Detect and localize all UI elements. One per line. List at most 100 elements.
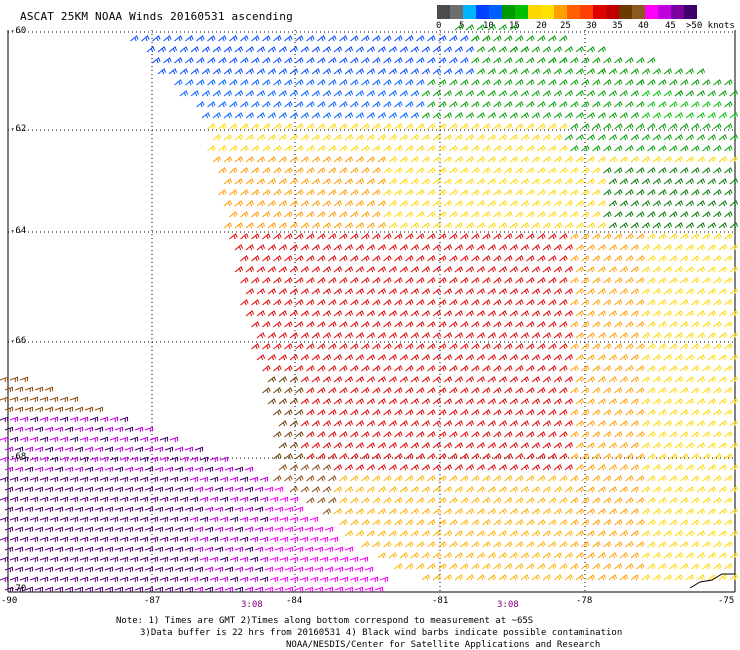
wind-barb [537,57,546,64]
wind-barb [189,516,199,523]
wind-barb [614,101,623,108]
wind-barb [548,233,557,240]
wind-barb [366,178,376,185]
wind-barb [427,343,436,350]
wind-barb [724,431,733,438]
wind-barb [144,426,154,433]
wind-barb [174,526,184,533]
wind-barb [383,167,392,174]
wind-barb [372,299,381,306]
wind-barb [586,354,596,361]
wind-barb [350,365,359,372]
wind-barb [278,178,288,185]
wind-barb [592,255,601,262]
wind-barb [69,496,79,503]
wind-barb [284,35,293,42]
wind-barb [366,442,376,449]
wind-barb [575,244,585,251]
wind-barb [157,46,167,53]
wind-barb [410,156,420,163]
wind-barb [311,90,321,97]
wind-barb [399,134,409,141]
wind-barb [515,145,524,152]
wind-barb [432,574,442,581]
wind-barb [564,288,574,295]
wind-barb [405,145,414,152]
wind-barb [300,222,310,229]
wind-barb [482,167,491,174]
wind-barb [526,277,535,284]
wind-barb [9,516,19,523]
wind-barb [564,420,574,427]
wind-barb [372,431,381,438]
wind-barb [234,586,244,593]
wind-barb [328,321,337,328]
wind-barb [581,475,590,482]
wind-barb [300,156,310,163]
wind-barb [24,546,34,553]
wind-barb [707,288,717,295]
wind-barb [295,101,304,108]
wind-barb [289,288,299,295]
wind-barb [471,277,480,284]
wind-barb [339,299,348,306]
wind-barb [416,145,425,152]
wind-barb [129,476,139,483]
wind-barb [245,46,255,53]
wind-barb [339,519,348,526]
wind-barb [427,35,436,42]
wind-barb [680,101,689,108]
wind-barb [443,112,453,119]
wind-barb [619,332,629,339]
wind-barb [443,288,453,295]
wind-barb [548,541,557,548]
wind-barb [149,576,159,583]
wind-barb [636,497,645,504]
wind-barb [144,586,154,593]
wind-barb [372,321,381,328]
wind-barb [608,90,618,97]
wind-barb [597,530,607,537]
wind-barb [69,396,79,403]
wind-barb [361,299,370,306]
wind-barb [729,332,739,339]
wind-barb [410,90,420,97]
wind-barb [278,354,288,361]
wind-barb [702,101,711,108]
wind-barb [144,466,154,473]
wind-barb [608,398,618,405]
wind-barb [465,552,475,559]
wind-barb [586,156,596,163]
wind-barb [89,536,99,543]
wind-barb [394,453,403,460]
wind-barb [608,310,618,317]
wind-barb [526,255,535,262]
wind-barb [306,277,315,284]
wind-barb [29,516,39,523]
wind-barb [410,552,420,559]
wind-barb [119,556,129,563]
wind-barb [350,475,359,482]
wind-barb [344,420,354,427]
wind-barb [520,222,530,229]
wind-barb [647,387,656,394]
wind-barb [421,376,431,383]
wind-barb [729,112,739,119]
wind-barb [421,354,431,361]
wind-barb [94,446,104,453]
wind-barb [482,563,491,570]
wind-barb [713,431,722,438]
wind-barb [19,416,29,423]
wind-barb [334,586,344,593]
wind-barb [663,376,673,383]
wind-barb [306,189,315,196]
wind-barb [311,200,321,207]
wind-barb [597,552,607,559]
wind-barb [344,222,354,229]
wind-barb [586,112,596,119]
wind-barb [284,211,293,218]
wind-barb [432,332,442,339]
wind-barb [139,536,149,543]
wind-barb [179,516,189,523]
wind-barb [84,526,94,533]
